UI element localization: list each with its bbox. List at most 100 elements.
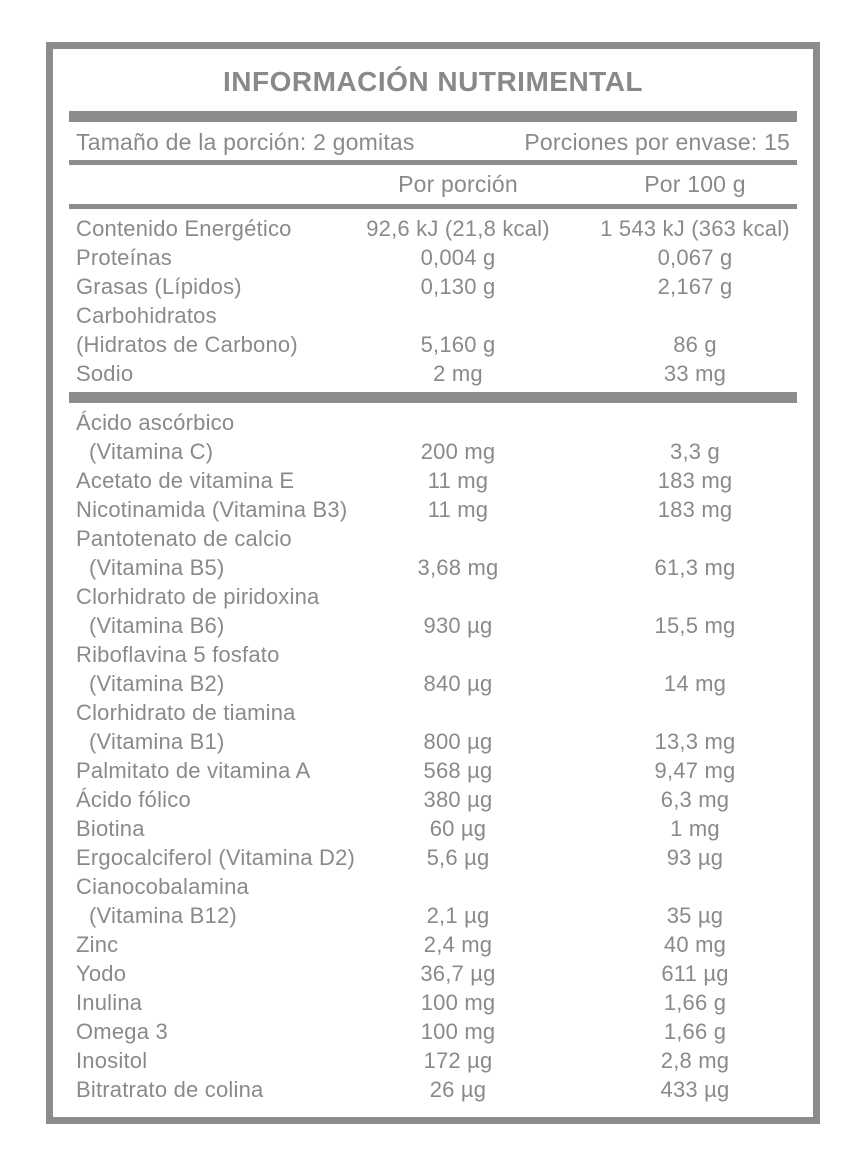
table-row: Pantotenato de calcio (Vitamina B5) 3,68 … (76, 524, 790, 582)
nutrient-name-line: Acetato de vitamina E (76, 468, 295, 493)
per-100g-value: 86 g (673, 332, 717, 357)
serving-divider-rule (69, 160, 797, 165)
nutrient-name-cell: Omega 3 (76, 1017, 362, 1046)
servings-per-container-text: Porciones por envase: 15 (524, 129, 790, 155)
nutrient-name-cell: Inositol (76, 1046, 362, 1075)
table-row: Sodio 2 mg 33 mg (76, 359, 790, 388)
nutrient-name-line: Nicotinamida (Vitamina B3) (76, 497, 348, 522)
nutrient-name-cell: Bitratrato de colina (76, 1075, 362, 1104)
nutrient-name-cell: Clorhidrato de piridoxina (Vitamina B6) (76, 582, 362, 640)
per-100g-value: 9,47 mg (654, 758, 736, 783)
per-serving-value: 2 mg (433, 361, 483, 386)
nutrient-name-cell: Ácido fólico (76, 785, 362, 814)
nutrient-name-cell: Riboflavina 5 fosfato (Vitamina B2) (76, 640, 362, 698)
per-serving-value: 5,160 g (420, 332, 496, 357)
per-serving-value: 92,6 kJ (21,8 kcal) (366, 216, 550, 241)
nutrient-name-line: Sodio (76, 361, 134, 386)
per-100g-value: 1,66 g (663, 1019, 727, 1044)
nutrient-name-line: Clorhidrato de piridoxina (76, 584, 320, 609)
per-serving-value: 800 µg (423, 729, 493, 754)
per-100g-value: 35 µg (666, 903, 724, 928)
nutrient-name-line: (Vitamina B1) (89, 729, 225, 754)
nutrient-name-line: (Vitamina B5) (89, 555, 225, 580)
table-row: Acetato de vitamina E 11 mg 183 mg (76, 466, 790, 495)
column-header-per-serving: Por porción (398, 171, 518, 197)
nutrient-name-cell: Grasas (Lípidos) (76, 272, 362, 301)
label-content: INFORMACIÓN NUTRIMENTAL Tamaño de la por… (53, 65, 813, 1108)
per-serving-value: 100 mg (420, 1019, 496, 1044)
nutrition-label-box: INFORMACIÓN NUTRIMENTAL Tamaño de la por… (46, 42, 820, 1124)
per-serving-value: 200 mg (420, 439, 496, 464)
per-100g-value: 611 µg (661, 961, 729, 986)
nutrient-name-line: (Vitamina B12) (89, 903, 237, 928)
macronutrient-table: Contenido Energético 92,6 kJ (21,8 kcal)… (69, 209, 797, 392)
serving-info-row: Tamaño de la porción: 2 gomitas Porcione… (69, 122, 797, 160)
nutrient-name-cell: Ergocalciferol (Vitamina D2) (76, 843, 362, 872)
nutrient-name-cell: Sodio (76, 359, 362, 388)
table-row: Cianocobalamina (Vitamina B12) 2,1 µg 35 … (76, 872, 790, 930)
per-serving-value: 0,004 g (420, 245, 496, 270)
nutrient-name-line: Inositol (76, 1048, 148, 1073)
table-row: Ergocalciferol (Vitamina D2) 5,6 µg 93 µ… (76, 843, 790, 872)
per-serving-value: 11 mg (427, 468, 489, 493)
per-100g-value: 2,8 mg (660, 1048, 730, 1073)
table-row: Biotina 60 µg 1 mg (76, 814, 790, 843)
micronutrient-table: Ácido ascórbico (Vitamina C) 200 mg 3,3 g… (69, 403, 797, 1108)
nutrient-name-line: Clorhidrato de tiamina (76, 700, 296, 725)
per-serving-value: 2,4 mg (423, 932, 493, 957)
per-serving-value: 60 µg (429, 816, 487, 841)
nutrient-name-line: Riboflavina 5 fosfato (76, 642, 280, 667)
per-serving-value: 2,1 µg (426, 903, 490, 928)
per-100g-value: 40 mg (663, 932, 727, 957)
nutrient-name-line: (Vitamina B2) (89, 671, 225, 696)
per-100g-value: 1,66 g (663, 990, 727, 1015)
table-row: Carbohidratos (Hidratos de Carbono) 5,160… (76, 301, 790, 359)
per-100g-value: 15,5 mg (654, 613, 736, 638)
table-row: Contenido Energético 92,6 kJ (21,8 kcal)… (76, 214, 790, 243)
nutrient-name-cell: Carbohidratos (Hidratos de Carbono) (76, 301, 362, 359)
table-row: Bitratrato de colina 26 µg 433 µg (76, 1075, 790, 1104)
nutrient-name-line: (Vitamina B6) (89, 613, 225, 638)
per-100g-value: 183 mg (657, 468, 733, 493)
nutrient-name-line: Palmitato de vitamina A (76, 758, 311, 783)
table-row: Palmitato de vitamina A 568 µg 9,47 mg (76, 756, 790, 785)
nutrient-name-line: Omega 3 (76, 1019, 168, 1044)
nutrient-name-cell: Inulina (76, 988, 362, 1017)
nutrient-name-line: Biotina (76, 816, 145, 841)
table-row: Nicotinamida (Vitamina B3) 11 mg 183 mg (76, 495, 790, 524)
nutrient-name-line: Grasas (Lípidos) (76, 274, 242, 299)
nutrient-name-cell: Nicotinamida (Vitamina B3) (76, 495, 362, 524)
table-row: Grasas (Lípidos) 0,130 g 2,167 g (76, 272, 790, 301)
nutrient-name-cell: Palmitato de vitamina A (76, 756, 362, 785)
per-100g-value: 33 mg (663, 361, 727, 386)
label-title: INFORMACIÓN NUTRIMENTAL (222, 66, 644, 97)
nutrient-name-line: Bitratrato de colina (76, 1077, 264, 1102)
nutrient-name-line: Cianocobalamina (76, 874, 249, 899)
per-serving-value: 930 µg (423, 613, 493, 638)
per-100g-value: 0,067 g (657, 245, 733, 270)
per-100g-value: 61,3 mg (654, 555, 736, 580)
table-row: Riboflavina 5 fosfato (Vitamina B2) 840 µ… (76, 640, 790, 698)
per-serving-value: 5,6 µg (426, 845, 490, 870)
per-serving-value: 11 mg (427, 497, 489, 522)
nutrient-name-line: Ácido fólico (76, 787, 191, 812)
table-row: Yodo 36,7 µg 611 µg (76, 959, 790, 988)
column-header-per-100g: Por 100 g (644, 171, 746, 197)
table-row: Zinc 2,4 mg 40 mg (76, 930, 790, 959)
per-serving-value: 172 µg (423, 1048, 493, 1073)
per-100g-value: 2,167 g (657, 274, 733, 299)
table-row: Ácido fólico 380 µg 6,3 mg (76, 785, 790, 814)
serving-size-text: Tamaño de la porción: 2 gomitas (76, 129, 415, 155)
column-header-row: Por porción Por 100 g (69, 165, 797, 204)
nutrient-name-line: (Hidratos de Carbono) (76, 332, 298, 357)
table-row: Clorhidrato de piridoxina (Vitamina B6) 9… (76, 582, 790, 640)
per-100g-value: 93 µg (666, 845, 724, 870)
table-row: Clorhidrato de tiamina (Vitamina B1) 800 … (76, 698, 790, 756)
header-divider-rule (69, 204, 797, 209)
nutrient-name-cell: Yodo (76, 959, 362, 988)
per-100g-value: 13,3 mg (654, 729, 736, 754)
per-serving-value: 3,68 mg (417, 555, 499, 580)
table-row: Inulina 100 mg 1,66 g (76, 988, 790, 1017)
per-serving-value: 840 µg (423, 671, 493, 696)
